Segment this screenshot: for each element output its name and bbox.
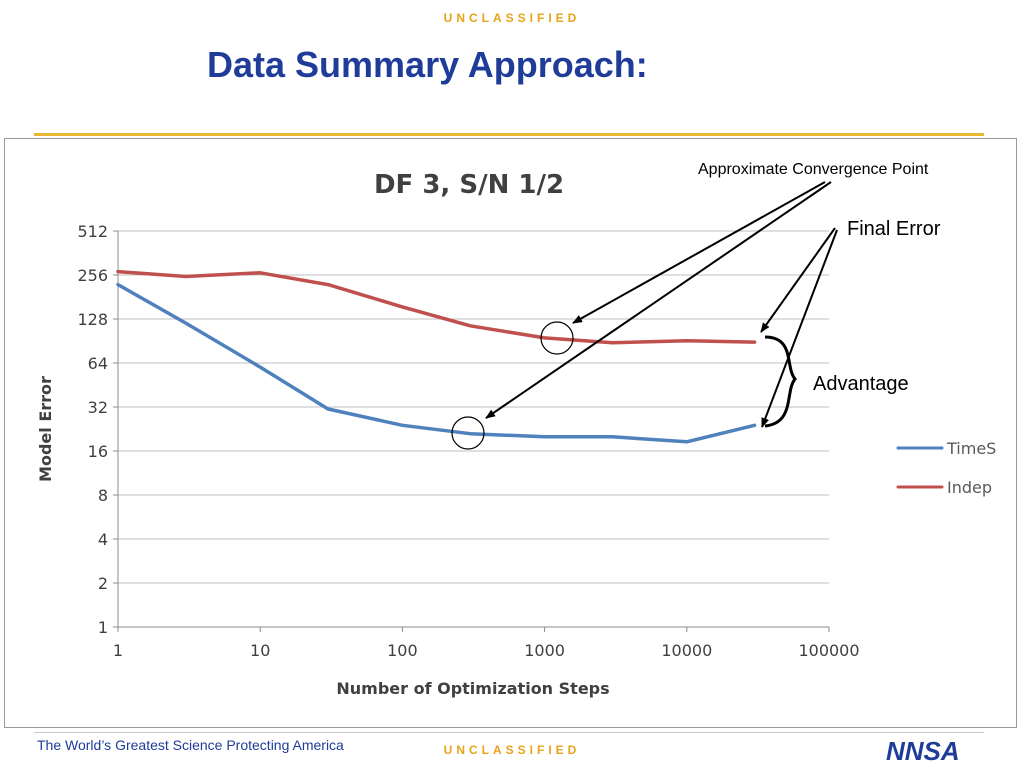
convergence-arrow-indep — [572, 181, 826, 324]
y-tick-label: 4 — [98, 530, 108, 549]
legend: TimeS Indep — [896, 439, 996, 497]
x-tick-label: 1000 — [524, 641, 565, 660]
y-tick-label: 8 — [98, 486, 108, 505]
footer-tagline: The World’s Greatest Science Protecting … — [37, 737, 344, 753]
y-tick-label: 256 — [77, 266, 108, 285]
y-tick-label: 16 — [88, 442, 108, 461]
x-tick-label: 10000 — [661, 641, 712, 660]
y-tick-label: 2 — [98, 574, 108, 593]
convergence-arrow-times — [485, 181, 832, 419]
title-divider — [34, 133, 984, 136]
chart: 1 2 4 8 16 32 64 128 256 512 1 10 100 1000 10000 10000… — [36, 161, 996, 698]
footer-divider — [34, 732, 984, 733]
legend-label-times: TimeS — [946, 439, 996, 458]
x-tick-label: 1 — [113, 641, 123, 660]
final-error-arrow-times — [761, 229, 838, 428]
final-error-label: Final Error — [847, 218, 941, 240]
slide-title: Data Summary Approach: — [207, 44, 648, 85]
classification-banner-top: UNCLASSIFIED — [443, 11, 581, 25]
chart-frame: 1 2 4 8 16 32 64 128 256 512 1 10 100 1000 10000 10000… — [4, 138, 1017, 728]
legend-label-indep: Indep — [947, 478, 992, 497]
final-error-arrow-indep — [760, 227, 836, 333]
x-tick-label: 100000 — [798, 641, 859, 660]
y-axis-label: Model Error — [36, 376, 55, 482]
convergence-marker-indep — [540, 321, 574, 355]
nnsa-logo: NNSA — [886, 737, 960, 765]
convergence-marker-times — [451, 416, 485, 450]
x-tick-label: 100 — [387, 641, 418, 660]
y-tick-label: 32 — [88, 398, 108, 417]
times-series-line — [116, 282, 757, 444]
convergence-label: Approximate Convergence Point — [698, 161, 929, 178]
nnsa-logo-text: NNSA — [886, 737, 960, 765]
indep-series-line — [116, 269, 757, 345]
y-tick-label: 128 — [77, 310, 108, 329]
advantage-brace — [764, 335, 797, 428]
y-tick-label: 64 — [88, 354, 108, 373]
x-tick-label: 10 — [250, 641, 270, 660]
y-tick-label: 512 — [77, 222, 108, 241]
advantage-label: Advantage — [813, 373, 909, 395]
classification-banner-bottom: UNCLASSIFIED — [443, 743, 581, 757]
x-axis-label: Number of Optimization Steps — [336, 679, 609, 698]
y-tick-label: 1 — [98, 618, 108, 637]
annotations: Approximate Convergence Point Final Erro… — [451, 161, 941, 450]
chart-title: DF 3, S/N 1/2 — [374, 170, 564, 200]
